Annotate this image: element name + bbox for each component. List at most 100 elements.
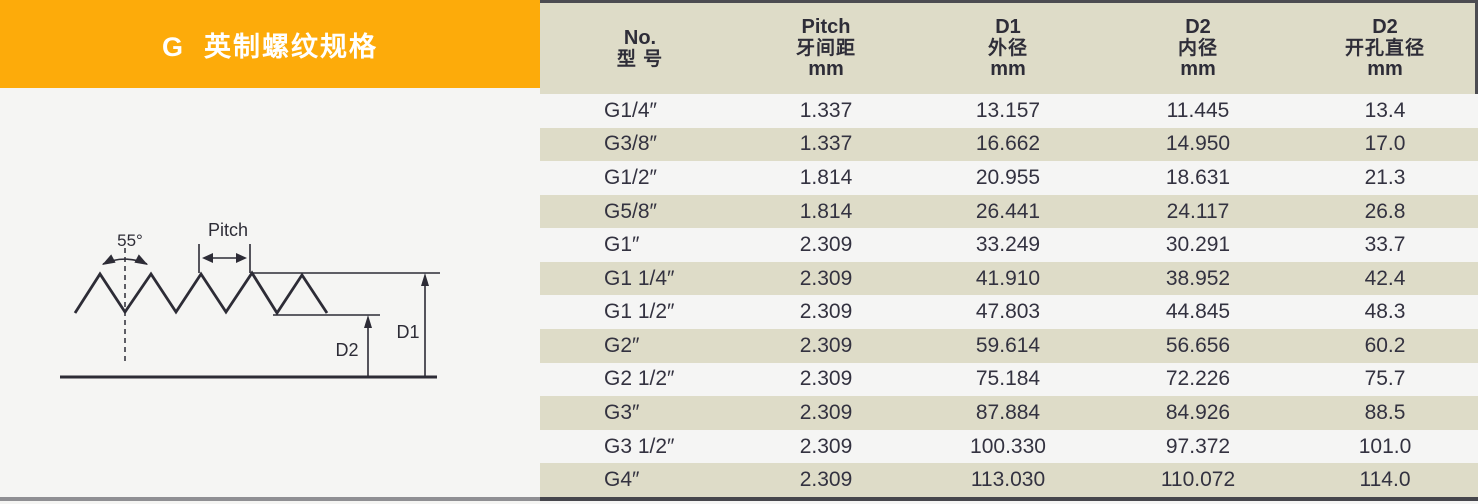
table-body: G1/4″ 1.337 13.157 11.445 13.4 G3/8″ 1.337 16.6…: [540, 94, 1478, 497]
column-header: D1 外径 mm: [912, 3, 1104, 94]
value-cell: 1.337: [799, 132, 853, 156]
value-cell: 87.884: [975, 400, 1041, 424]
model-cell: G1 1/4″: [604, 266, 675, 290]
value-cell: 75.7: [1364, 367, 1406, 391]
value-cell: 2.309: [799, 468, 853, 492]
value-cell: 42.4: [1364, 266, 1406, 290]
d2-label: D2: [335, 340, 358, 360]
table-row: G1/2″ 1.814 20.955 18.631 21.3: [540, 161, 1478, 195]
model-cell: G4″: [604, 468, 640, 492]
column-header-line: mm: [1180, 58, 1216, 80]
value-cell: 84.926: [1165, 400, 1231, 424]
left-panel: G 英制螺纹规格: [0, 0, 540, 504]
value-cell: 60.2: [1364, 333, 1406, 357]
table-row: G1″ 2.309 33.249 30.291 33.7: [540, 228, 1478, 262]
table-row: G2 1/2″ 2.309 75.184 72.226 75.7: [540, 363, 1478, 397]
value-cell: 1.337: [799, 98, 853, 122]
value-cell: 113.030: [970, 468, 1046, 492]
model-cell: G1 1/2″: [604, 300, 675, 324]
value-cell: 2.309: [799, 266, 853, 290]
value-cell: 56.656: [1165, 333, 1231, 357]
value-cell: 33.7: [1364, 233, 1406, 257]
value-cell: 16.662: [975, 132, 1041, 156]
value-cell: 2.309: [799, 233, 853, 257]
value-cell: 1.814: [799, 199, 853, 223]
value-cell: 101.0: [1358, 434, 1412, 458]
model-cell: G1/2″: [604, 165, 657, 189]
value-cell: 13.157: [975, 98, 1041, 122]
value-cell: 20.955: [975, 165, 1041, 189]
table-row: G3/8″ 1.337 16.662 14.950 17.0: [540, 127, 1478, 162]
value-cell: 18.631: [1165, 165, 1231, 189]
d2-arrowhead: [364, 315, 372, 328]
table-row: G1 1/4″ 2.309 41.910 38.952 42.4: [540, 261, 1478, 296]
model-cell: G2 1/2″: [604, 367, 675, 391]
value-cell: 2.309: [799, 400, 853, 424]
model-cell: G3″: [604, 400, 640, 424]
table-row: G5/8″ 1.814 26.441 24.117 26.8: [540, 194, 1478, 229]
bottom-rule-left: [0, 497, 540, 501]
table-header-right-rule: [1475, 0, 1478, 94]
value-cell: 38.952: [1165, 266, 1231, 290]
column-header: No. 型 号: [540, 3, 740, 94]
value-cell: 100.330: [970, 434, 1046, 458]
value-cell: 14.950: [1165, 132, 1231, 156]
table-row: G1/4″ 1.337 13.157 11.445 13.4: [540, 94, 1478, 128]
model-cell: G2″: [604, 333, 640, 357]
value-cell: 1.814: [799, 165, 853, 189]
table-row: G3″ 2.309 87.884 84.926 88.5: [540, 396, 1478, 430]
thread-zigzag-line: [73, 270, 329, 316]
value-cell: 47.803: [975, 300, 1041, 324]
angle-label: 55°: [117, 231, 143, 250]
value-cell: 26.8: [1364, 199, 1406, 223]
model-cell: G5/8″: [604, 199, 657, 223]
column-header-line: Pitch: [801, 16, 851, 38]
column-header-line: D2: [1372, 16, 1398, 38]
column-header-line: mm: [990, 58, 1026, 80]
pitch-arrowhead-right: [236, 253, 247, 263]
d1-arrowhead: [421, 273, 429, 286]
value-cell: 13.4: [1364, 98, 1406, 122]
table-row: G4″ 2.309 113.030 110.072 114.0: [540, 463, 1478, 497]
column-header-line: D1: [995, 16, 1021, 38]
angle-arc-arrow-left: [102, 254, 116, 265]
column-header-line: mm: [808, 58, 844, 80]
model-cell: G3/8″: [604, 132, 657, 156]
angle-arc-arrow-right: [134, 254, 148, 265]
value-cell: 48.3: [1364, 300, 1406, 324]
table-row: G3 1/2″ 2.309 100.330 97.372 101.0: [540, 430, 1478, 464]
value-cell: 41.910: [975, 266, 1041, 290]
column-header: D2 开孔直径 mm: [1292, 3, 1478, 94]
spec-table: No. 型 号 Pitch 牙间距 mm D1 外径 mm D2 内径 mm D2 开孔直径 mm G1/…: [540, 0, 1478, 504]
value-cell: 2.309: [799, 434, 853, 458]
column-header-line: 开孔直径: [1344, 38, 1425, 59]
column-header: Pitch 牙间距 mm: [740, 3, 912, 94]
value-cell: 17.0: [1364, 132, 1406, 156]
value-cell: 75.184: [975, 367, 1041, 391]
value-cell: 59.614: [975, 333, 1041, 357]
section-title: G 英制螺纹规格: [161, 31, 378, 62]
pitch-arrowhead-left: [202, 253, 213, 263]
table-header-row: No. 型 号 Pitch 牙间距 mm D1 外径 mm D2 内径 mm D2 开孔直径 mm: [540, 3, 1478, 94]
model-cell: G3 1/2″: [604, 434, 675, 458]
table-row: G2″ 2.309 59.614 56.656 60.2: [540, 329, 1478, 363]
value-cell: 33.249: [975, 233, 1041, 257]
column-header-line: 外径: [987, 38, 1028, 59]
model-cell: G1″: [604, 233, 640, 257]
table-top-rule: [540, 0, 1478, 3]
value-cell: 110.072: [1160, 468, 1236, 492]
value-cell: 44.845: [1165, 300, 1231, 324]
thread-profile-diagram: 55° Pitch D2 D1: [60, 220, 440, 379]
value-cell: 2.309: [799, 300, 853, 324]
column-header-line: No.: [623, 26, 657, 49]
value-cell: 26.441: [975, 199, 1041, 223]
column-header-line: 型 号: [616, 48, 664, 70]
bottom-rule-right: [540, 497, 1478, 501]
model-cell: G1/4″: [604, 98, 657, 122]
column-header-line: mm: [1367, 58, 1403, 80]
column-header-line: 牙间距: [795, 38, 856, 59]
value-cell: 11.445: [1166, 98, 1230, 122]
value-cell: 72.226: [1165, 367, 1231, 391]
value-cell: 97.372: [1165, 434, 1231, 458]
